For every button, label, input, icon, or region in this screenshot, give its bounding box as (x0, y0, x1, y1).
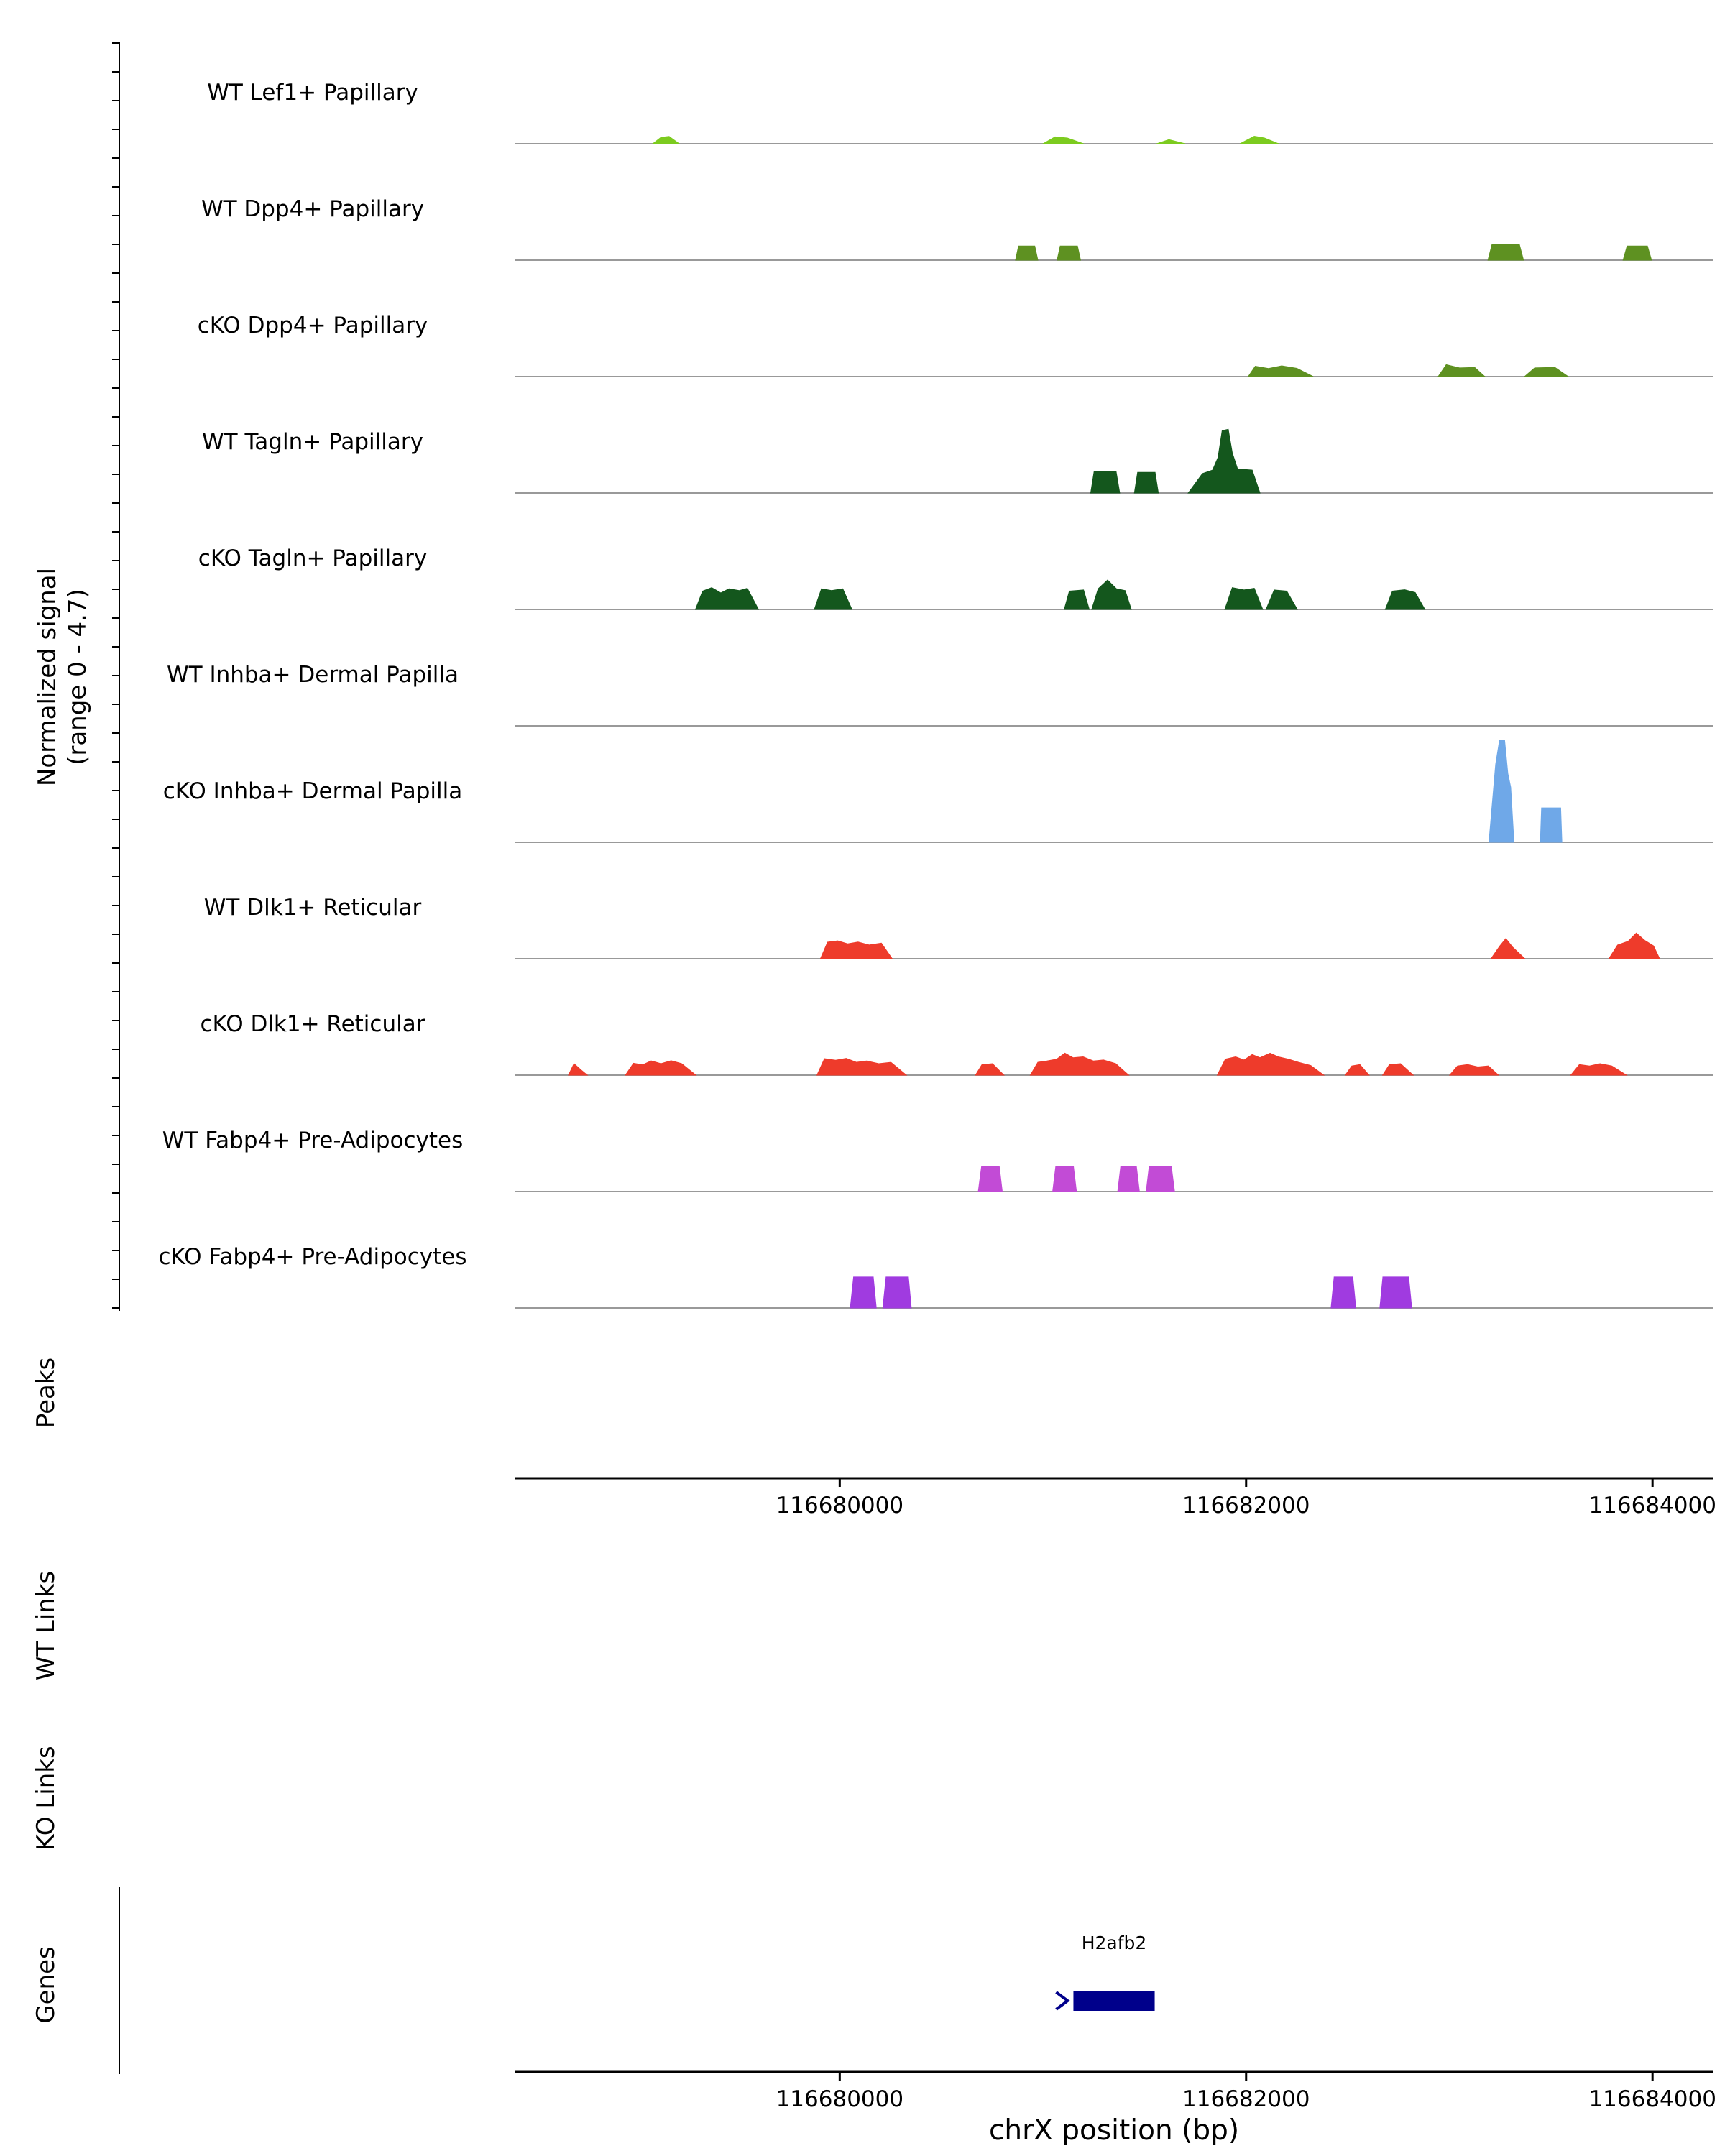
track-label: cKO Dpp4+ Papillary (198, 313, 428, 338)
signal-peak (1090, 471, 1121, 494)
signal-peak (882, 1276, 912, 1309)
signal-peak (1381, 1063, 1414, 1076)
gene-name-label: H2afb2 (1082, 1932, 1147, 1953)
x-axis-title: chrX position (bp) (988, 2114, 1240, 2147)
track-label: cKO Inhba+ Dermal Papilla (163, 778, 463, 804)
signal-peak (568, 1063, 589, 1076)
signal-peak (1265, 589, 1298, 610)
signal-peak (1330, 1276, 1356, 1309)
signal-peak (1052, 1166, 1077, 1192)
signal-peak (651, 136, 681, 144)
signal-axis-label-line1: Normalized signal (33, 567, 62, 787)
peaks-ruler-tick-label: 116684000 (1588, 1493, 1716, 1519)
genes-ruler-tick-label: 116682000 (1182, 2086, 1310, 2112)
signal-peak (1489, 740, 1514, 843)
signal-peak (1247, 365, 1314, 377)
peaks-ruler-tick-label: 116682000 (1182, 1493, 1310, 1519)
signal-peak (1041, 136, 1084, 144)
track-label: cKO Tagln+ Papillary (198, 545, 427, 571)
signal-peak (1029, 1052, 1130, 1076)
signal-peak (1240, 135, 1279, 144)
signal-peak (978, 1166, 1003, 1192)
track-label: WT Tagln+ Papillary (202, 429, 423, 455)
track-label: WT Dlk1+ Reticular (204, 895, 422, 921)
signal-peak (1448, 1064, 1500, 1076)
signal-peak (1133, 471, 1159, 494)
signal-peak (1146, 1166, 1175, 1192)
signal-peak (1064, 589, 1090, 610)
signal-peak (1057, 245, 1082, 261)
signal-peak (1015, 245, 1039, 261)
signal-peak (1117, 1166, 1140, 1192)
track-label: WT Dpp4+ Papillary (201, 196, 424, 222)
section-label-wt-links: WT Links (32, 1570, 60, 1681)
signal-peak (1344, 1064, 1370, 1076)
signal-peak (1379, 1276, 1412, 1309)
track-label: cKO Dlk1+ Reticular (201, 1011, 426, 1037)
signal-peak (1608, 932, 1660, 959)
signal-peak (694, 587, 760, 610)
genes-ruler-tick-label: 116684000 (1588, 2086, 1716, 2112)
signal-peak (816, 1058, 908, 1076)
signal-peak (1384, 589, 1426, 610)
signal-peak (1156, 139, 1186, 144)
signal-peak (1224, 587, 1264, 610)
section-label-genes: Genes (32, 1946, 60, 2024)
signal-peak (625, 1060, 697, 1076)
section-label-ko-links: KO Links (32, 1746, 60, 1851)
track-label: WT Lef1+ Papillary (207, 80, 418, 106)
signal-peak (1091, 579, 1132, 610)
signal-peak (1540, 807, 1563, 843)
signal-peak (814, 588, 853, 610)
section-label-peaks: Peaks (32, 1357, 60, 1429)
signal-peak (819, 940, 893, 959)
signal-peak (1570, 1063, 1628, 1076)
genes-ruler-tick-label: 116680000 (776, 2086, 904, 2112)
signal-peak (1487, 244, 1524, 261)
signal-peak (1437, 364, 1486, 377)
gene-strand-arrow (1055, 1991, 1070, 2011)
gene-body (1073, 1991, 1155, 2011)
signal-peak (850, 1276, 877, 1309)
signal-peak (1622, 245, 1652, 261)
track-label: cKO Fabp4+ Pre-Adipocytes (159, 1244, 467, 1270)
signal-peak (1490, 938, 1526, 959)
track-label: WT Inhba+ Dermal Papilla (167, 662, 459, 688)
signal-peak (975, 1063, 1006, 1076)
signal-peak (1216, 1052, 1325, 1076)
signal-axis-label-line2: (range 0 - 4.7) (63, 589, 92, 765)
signal-peak (1523, 367, 1570, 377)
signal-peak (1187, 428, 1261, 494)
peaks-ruler-tick-label: 116680000 (776, 1493, 904, 1519)
track-label: WT Fabp4+ Pre-Adipocytes (162, 1128, 464, 1153)
